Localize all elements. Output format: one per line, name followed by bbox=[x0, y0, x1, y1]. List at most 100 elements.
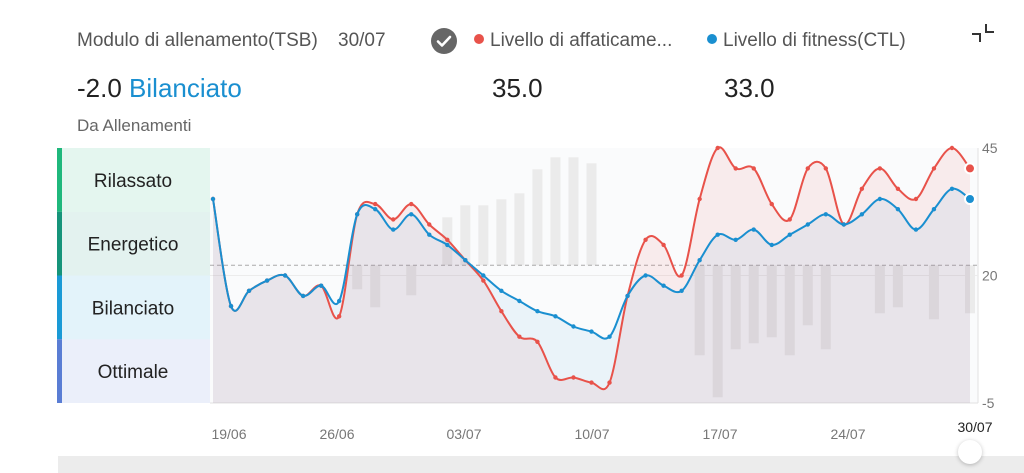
x-tick-label: 17/07 bbox=[702, 426, 737, 442]
zone-label: Rilassato bbox=[94, 171, 172, 192]
tsb-bar bbox=[892, 265, 903, 308]
tsb-bar bbox=[730, 265, 741, 350]
data-point bbox=[553, 375, 558, 380]
data-point bbox=[391, 227, 396, 232]
data-point bbox=[805, 166, 810, 171]
tsb-bar bbox=[514, 193, 525, 266]
data-point bbox=[787, 232, 792, 237]
tsb-bar bbox=[478, 205, 489, 266]
data-point bbox=[409, 212, 414, 217]
data-point bbox=[354, 212, 360, 217]
data-point bbox=[409, 201, 414, 207]
data-point bbox=[481, 278, 486, 283]
data-point bbox=[228, 303, 234, 309]
data-point bbox=[571, 324, 576, 329]
tsb-bar bbox=[460, 205, 471, 266]
data-point bbox=[336, 298, 342, 304]
data-point bbox=[769, 201, 774, 207]
tsb-bar bbox=[820, 265, 831, 350]
chart-scrollbar[interactable] bbox=[58, 456, 1024, 473]
zone-marker bbox=[57, 339, 62, 403]
zone-band bbox=[58, 211, 210, 276]
data-point bbox=[553, 314, 558, 319]
data-point bbox=[751, 227, 756, 232]
tsb-bar bbox=[784, 265, 795, 356]
data-point bbox=[589, 329, 594, 334]
data-point bbox=[787, 217, 792, 222]
data-point bbox=[697, 196, 702, 202]
data-point bbox=[949, 186, 955, 191]
data-point bbox=[877, 196, 883, 202]
tsb-bar bbox=[928, 265, 939, 320]
tsb-bar bbox=[370, 265, 381, 308]
data-point bbox=[895, 186, 901, 191]
collapse-icon[interactable] bbox=[970, 20, 996, 46]
atl-value: 35.0 bbox=[492, 73, 543, 103]
legend-atl-label: Livello di affaticame... bbox=[490, 30, 673, 51]
subtitle: Da Allenamenti bbox=[77, 116, 192, 135]
data-point bbox=[964, 193, 976, 205]
data-point bbox=[517, 334, 522, 339]
data-point bbox=[823, 166, 829, 171]
data-point bbox=[931, 207, 937, 212]
check-icon[interactable] bbox=[431, 28, 457, 54]
data-point bbox=[535, 339, 540, 344]
data-point bbox=[481, 273, 486, 278]
data-point bbox=[427, 222, 432, 227]
data-point bbox=[913, 227, 919, 232]
data-point bbox=[264, 278, 270, 283]
x-tick-label: 26/06 bbox=[319, 426, 354, 442]
data-point bbox=[589, 380, 594, 385]
tsb-bar bbox=[802, 265, 813, 326]
zone-band bbox=[58, 148, 210, 212]
ctl-value: 33.0 bbox=[724, 73, 775, 103]
y-tick-label: -5 bbox=[982, 395, 995, 411]
chart-date: 30/07 bbox=[338, 30, 386, 51]
data-point bbox=[391, 217, 396, 222]
data-point bbox=[931, 166, 937, 171]
data-point bbox=[697, 258, 702, 263]
data-point bbox=[373, 201, 378, 207]
data-point bbox=[517, 298, 522, 304]
training-chart[interactable]: Rilassato Energetico Bilanciato Ottimale 45 2… bbox=[0, 140, 1024, 445]
scroll-thumb[interactable] bbox=[958, 440, 982, 464]
legend-ctl[interactable]: Livello di fitness(CTL) bbox=[707, 30, 906, 52]
zone-marker bbox=[57, 275, 62, 340]
data-point bbox=[805, 222, 810, 227]
data-point bbox=[769, 242, 774, 248]
zone-band bbox=[58, 275, 210, 340]
data-point bbox=[823, 212, 829, 217]
tsb-bar bbox=[352, 265, 363, 290]
tsb-bar bbox=[406, 265, 417, 296]
data-point bbox=[427, 232, 432, 237]
data-point bbox=[859, 212, 865, 217]
y-tick-label: 45 bbox=[982, 140, 998, 156]
data-point bbox=[625, 293, 630, 299]
zone-marker bbox=[57, 211, 62, 276]
zone-label: Bilanciato bbox=[92, 298, 174, 319]
data-point bbox=[246, 288, 252, 293]
data-point bbox=[715, 232, 720, 237]
tsb-bar bbox=[965, 265, 975, 314]
zone-label: Ottimale bbox=[98, 362, 169, 383]
data-point bbox=[336, 314, 342, 319]
tsb-bar bbox=[748, 265, 759, 344]
data-point bbox=[499, 288, 504, 293]
tsb-bar bbox=[586, 163, 597, 266]
tsb-bar bbox=[874, 265, 885, 314]
data-point bbox=[607, 380, 612, 385]
data-point bbox=[877, 166, 883, 171]
data-point bbox=[679, 288, 684, 293]
data-point bbox=[661, 283, 666, 288]
legend-atl[interactable]: Livello di affaticame... bbox=[474, 30, 672, 52]
data-point bbox=[661, 242, 666, 248]
x-tick-label: 19/06 bbox=[211, 426, 246, 442]
tsb-bar bbox=[568, 157, 579, 266]
data-point bbox=[733, 237, 738, 242]
tsb-bar bbox=[694, 265, 705, 356]
x-tick-label: 30/07 bbox=[957, 419, 992, 435]
data-point bbox=[964, 162, 976, 175]
tsb-bar bbox=[766, 265, 777, 338]
data-point bbox=[913, 196, 919, 202]
tsb-bar bbox=[496, 199, 507, 266]
